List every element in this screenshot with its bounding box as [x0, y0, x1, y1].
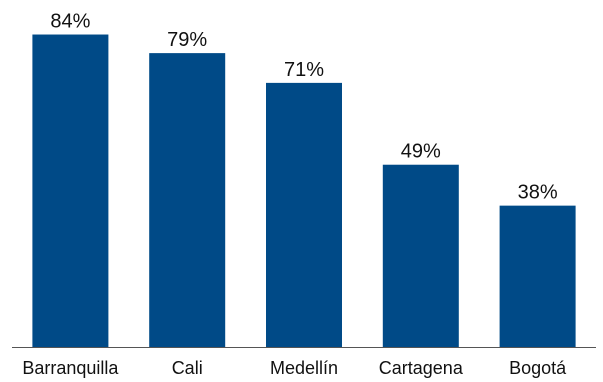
- bar-2: [266, 82, 342, 347]
- bars-layer: [32, 34, 576, 348]
- value-label-2: 71%: [284, 59, 324, 81]
- value-labels-layer: 84% 79% 71% 49% 38%: [50, 11, 557, 204]
- value-label-4: 38%: [518, 182, 558, 204]
- category-label-4: Bogotá: [509, 358, 567, 378]
- bar-0: [32, 34, 109, 348]
- bar-3: [382, 164, 459, 347]
- category-label-3: Cartagena: [379, 358, 464, 378]
- value-label-1: 79%: [167, 29, 207, 51]
- category-labels-layer: Barranquilla Cali Medellín Cartagena Bogotá: [22, 358, 567, 378]
- value-label-0: 84%: [50, 11, 90, 33]
- category-label-2: Medellín: [270, 358, 338, 378]
- bar-4: [499, 205, 576, 347]
- bar-1: [149, 53, 226, 348]
- category-label-0: Barranquilla: [22, 358, 119, 378]
- category-label-1: Cali: [172, 358, 203, 378]
- value-label-3: 49%: [401, 141, 441, 163]
